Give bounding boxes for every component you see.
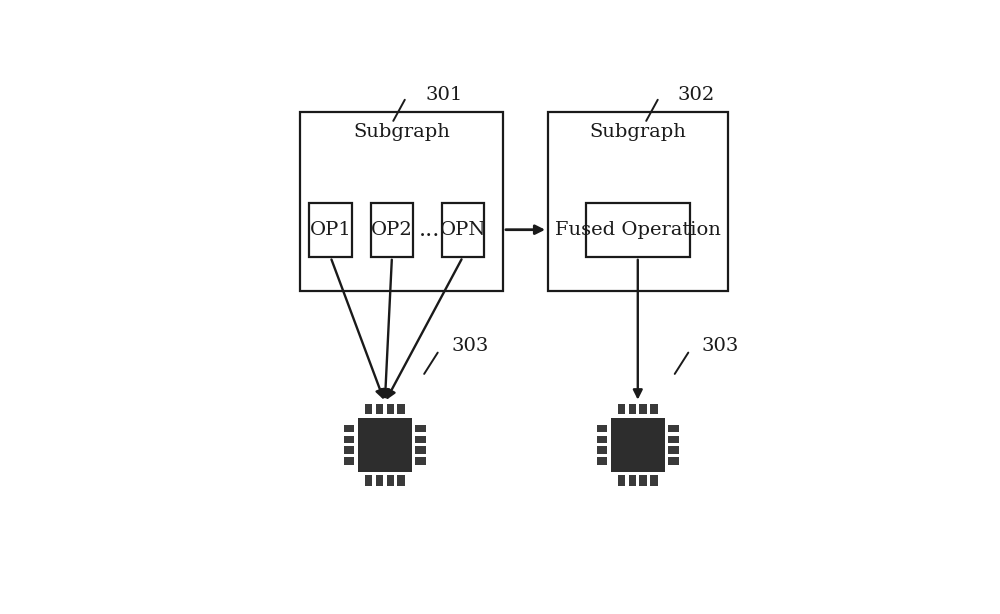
Bar [668,457,679,465]
Bar [668,425,679,432]
Bar [344,457,354,465]
Text: Subgraph: Subgraph [353,123,450,141]
Bar [611,418,665,472]
Text: 301: 301 [425,86,462,104]
Bar [442,203,484,257]
Bar [618,404,625,414]
Bar [650,404,658,414]
Bar [376,475,383,486]
Text: ...: ... [419,219,440,241]
Bar [387,404,394,414]
Bar [639,475,647,486]
Bar [548,112,728,291]
Bar [365,475,372,486]
Bar [415,457,426,465]
Bar [365,404,372,414]
Text: Fused Operation: Fused Operation [555,220,721,239]
Bar [309,203,352,257]
Bar [597,457,607,465]
Bar [639,404,647,414]
Bar [344,446,354,454]
Bar [415,446,426,454]
Bar [668,446,679,454]
Text: 303: 303 [702,336,739,354]
Bar [586,203,690,257]
Bar [387,475,394,486]
Bar [597,435,607,443]
Bar [668,435,679,443]
Bar [597,425,607,432]
Text: OPN: OPN [440,220,486,239]
Text: 303: 303 [451,336,488,354]
Bar [650,475,658,486]
Bar [397,475,405,486]
Bar [371,203,413,257]
Bar [300,112,503,291]
Bar [618,475,625,486]
Bar [397,404,405,414]
Bar [597,446,607,454]
Text: OP2: OP2 [371,220,413,239]
Text: 302: 302 [678,86,715,104]
Bar [344,425,354,432]
Text: Subgraph: Subgraph [589,123,686,141]
Bar [415,435,426,443]
Bar [376,404,383,414]
Text: OP1: OP1 [310,220,351,239]
Bar [629,475,636,486]
Bar [629,404,636,414]
Bar [358,418,412,472]
Bar [415,425,426,432]
Bar [344,435,354,443]
